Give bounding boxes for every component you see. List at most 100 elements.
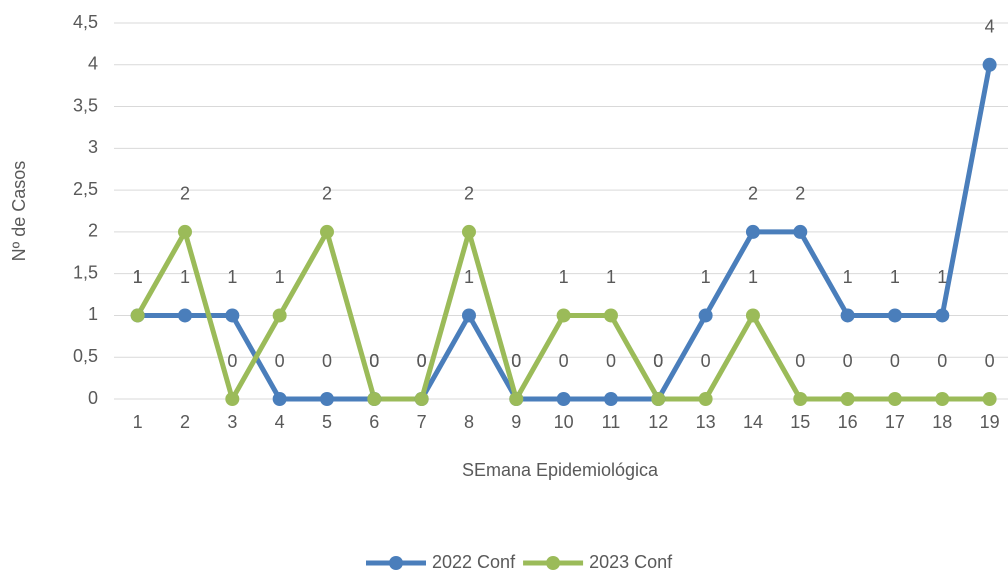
y-tick-label: 1,5 [73, 262, 98, 282]
data-label: 0 [985, 351, 995, 371]
marker [556, 308, 571, 323]
marker [319, 224, 334, 239]
data-label: 1 [133, 267, 143, 287]
x-tick-label: 18 [932, 412, 952, 432]
x-tick-label: 2 [180, 412, 190, 432]
y-tick-label: 4,5 [73, 12, 98, 32]
x-tick-label: 5 [322, 412, 332, 432]
marker [414, 392, 429, 406]
marker [177, 308, 192, 323]
y-axis-label: Nº de Casos [9, 161, 29, 262]
data-label: 0 [511, 351, 521, 371]
marker [935, 308, 950, 323]
marker [272, 308, 287, 323]
data-label: 0 [227, 351, 237, 371]
marker [698, 308, 713, 323]
x-tick-label: 16 [838, 412, 858, 432]
data-label: 1 [464, 267, 474, 287]
marker [698, 392, 713, 406]
marker [225, 308, 240, 323]
marker [603, 308, 618, 323]
data-label: 1 [133, 267, 143, 287]
x-tick-label: 19 [980, 412, 1000, 432]
data-label: 1 [843, 267, 853, 287]
marker [603, 392, 618, 406]
y-tick-label: 0 [88, 388, 98, 408]
data-label: 0 [369, 351, 379, 371]
x-tick-label: 10 [554, 412, 574, 432]
data-label: 0 [653, 351, 663, 371]
marker [130, 308, 145, 323]
x-tick-label: 4 [275, 412, 285, 432]
data-label: 1 [559, 267, 569, 287]
marker [840, 308, 855, 323]
data-label: 1 [937, 267, 947, 287]
marker [887, 308, 902, 323]
data-label: 0 [701, 351, 711, 371]
x-tick-label: 8 [464, 412, 474, 432]
marker [319, 392, 334, 406]
x-tick-label: 17 [885, 412, 905, 432]
x-tick-label: 12 [648, 412, 668, 432]
marker [745, 308, 760, 323]
marker [935, 392, 950, 406]
y-tick-label: 2 [88, 221, 98, 241]
legend-label: 2022 Conf [432, 552, 516, 572]
data-label: 1 [606, 267, 616, 287]
y-tick-label: 3 [88, 137, 98, 157]
marker [225, 392, 240, 406]
marker [461, 308, 476, 323]
data-label: 0 [275, 351, 285, 371]
data-label: 1 [180, 267, 190, 287]
marker [793, 224, 808, 239]
x-tick-label: 15 [790, 412, 810, 432]
data-label: 1 [701, 267, 711, 287]
marker [272, 392, 287, 406]
data-label: 4 [985, 17, 995, 37]
x-tick-label: 9 [511, 412, 521, 432]
x-tick-label: 7 [417, 412, 427, 432]
data-label: 0 [795, 351, 805, 371]
data-label: 0 [417, 351, 427, 371]
data-label: 0 [653, 351, 663, 371]
y-tick-label: 3,5 [73, 95, 98, 115]
marker [982, 57, 997, 72]
marker [177, 224, 192, 239]
marker [745, 224, 760, 239]
data-label: 0 [890, 351, 900, 371]
data-label: 0 [511, 351, 521, 371]
x-tick-label: 14 [743, 412, 763, 432]
data-label: 1 [748, 267, 758, 287]
y-tick-label: 4 [88, 54, 98, 74]
marker [367, 392, 382, 406]
marker [651, 392, 666, 406]
x-tick-label: 6 [369, 412, 379, 432]
marker [840, 392, 855, 406]
data-label: 0 [843, 351, 853, 371]
data-label: 2 [795, 184, 805, 204]
data-label: 2 [180, 184, 190, 204]
y-tick-label: 2,5 [73, 179, 98, 199]
data-label: 2 [464, 184, 474, 204]
data-label: 0 [937, 351, 947, 371]
data-label: 1 [227, 267, 237, 287]
data-label: 0 [606, 351, 616, 371]
legend-marker [546, 556, 561, 570]
legend-label: 2023 Conf [589, 552, 673, 572]
data-label: 0 [322, 351, 332, 371]
x-tick-label: 1 [133, 412, 143, 432]
data-label: 1 [275, 267, 285, 287]
x-tick-label: 11 [602, 412, 621, 432]
x-tick-label: 13 [696, 412, 716, 432]
marker [793, 392, 808, 406]
data-label: 0 [369, 351, 379, 371]
marker [556, 392, 571, 406]
data-label: 2 [748, 184, 758, 204]
x-axis-label: SEmana Epidemiológica [462, 460, 659, 480]
marker [982, 392, 997, 406]
data-label: 2 [322, 184, 332, 204]
marker [461, 224, 476, 239]
marker [509, 392, 524, 406]
y-tick-label: 1 [88, 304, 98, 324]
